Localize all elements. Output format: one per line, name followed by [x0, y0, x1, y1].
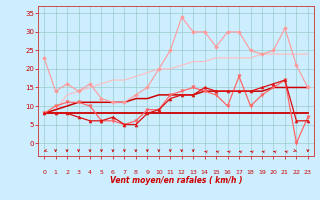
X-axis label: Vent moyen/en rafales ( km/h ): Vent moyen/en rafales ( km/h )	[110, 176, 242, 185]
